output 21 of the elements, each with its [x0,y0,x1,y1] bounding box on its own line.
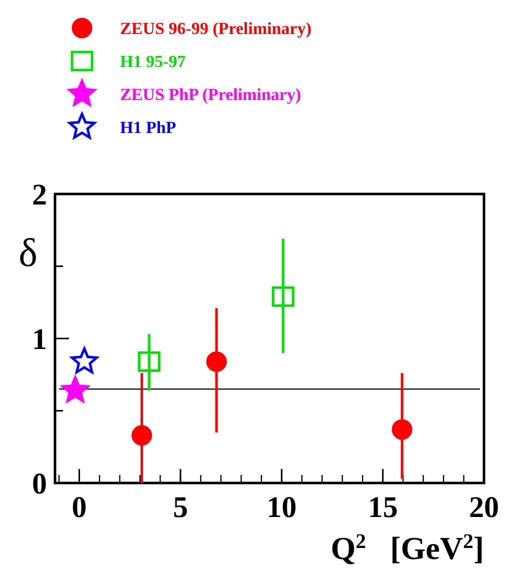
y-tick-label: 0 [32,468,47,500]
x-axis-title: Q$^{2}$ [GeV$^{2}$] [330,530,484,566]
y-axis-title: δ [18,230,38,275]
point [132,425,152,446]
point [392,419,412,440]
x-tick-label: 0 [72,491,87,524]
point [70,347,98,374]
x-tick-label: 5 [172,491,188,524]
point [272,286,294,307]
x-tick-label: 20 [469,491,499,524]
point [138,351,160,372]
legend-label: ZEUS 96-99 (Preliminary) [120,19,312,38]
point [62,376,89,402]
y-tick-label: 2 [32,178,47,212]
point [206,351,227,372]
legend-label: ZEUS PhP (Preliminary) [120,85,302,104]
legend-label: H1 95-97 [120,52,186,71]
legend-label: H1 PhP [120,118,176,137]
x-tick-label: 10 [266,491,297,524]
y-tick-label: 1 [32,323,47,356]
x-tick-label: 15 [368,491,398,524]
